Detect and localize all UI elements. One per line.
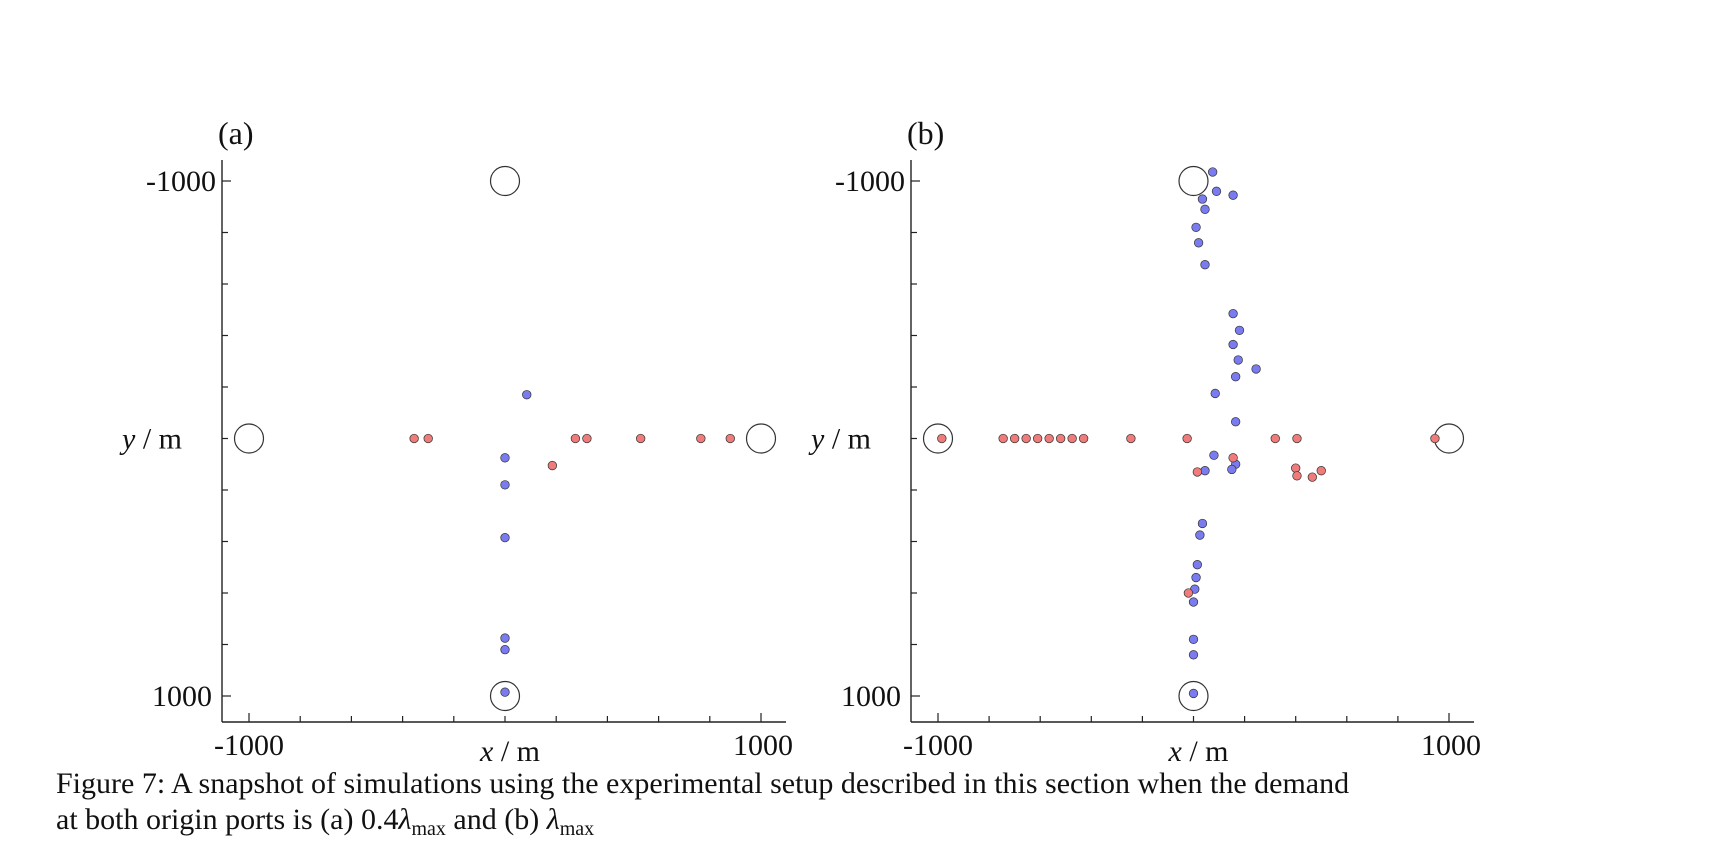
caption-lambda-a: λ [398, 803, 412, 836]
red-point [1192, 467, 1202, 477]
x-tick-label-left: -1000 [214, 729, 284, 762]
red-point [1055, 433, 1066, 444]
blue-point [500, 532, 510, 543]
x-tick-label-right: 1000 [1421, 729, 1481, 762]
red-point [1430, 433, 1440, 444]
y-tick-label-top: -1000 [835, 165, 905, 198]
caption-part-b: and (b) [445, 803, 547, 836]
blue-point [1192, 560, 1202, 570]
red-point [1067, 433, 1077, 444]
y-axis-label: y / m [119, 423, 182, 456]
red-point [1032, 433, 1043, 444]
blue-point [1191, 222, 1201, 233]
caption-sub-b: max [559, 818, 595, 840]
red-point [725, 433, 735, 444]
blue-point [1228, 308, 1238, 319]
x-tick-label-right: 1000 [733, 729, 793, 762]
red-point [1292, 471, 1302, 481]
caption-sub-a: max [411, 818, 446, 840]
figure-caption: Figure 7: A snapshot of simulations usin… [56, 766, 1696, 847]
red-point [696, 433, 706, 444]
red-point [1307, 472, 1317, 482]
port-circle [922, 423, 954, 454]
panel-label: (a) [218, 115, 254, 151]
red-point [1228, 453, 1238, 463]
red-point [1010, 433, 1020, 444]
x-axis-label: x / m [1168, 735, 1229, 768]
red-point [547, 460, 558, 471]
red-point [1182, 433, 1192, 444]
blue-point [1188, 597, 1199, 607]
port-circle [1178, 165, 1209, 197]
x-axis-label: x / m [479, 735, 540, 768]
port-circle [1178, 680, 1209, 712]
red-point [1078, 433, 1089, 444]
y-tick-label-bottom: 1000 [152, 680, 212, 713]
port-circle [745, 423, 777, 454]
caption-lambda-b: λ [546, 803, 560, 836]
red-point [636, 433, 646, 444]
blue-point [1228, 339, 1238, 350]
blue-point [1191, 572, 1201, 583]
blue-point [522, 390, 532, 400]
red-point [1183, 588, 1194, 598]
red-point [937, 433, 947, 444]
caption-line-2: at both origin ports is (a) 0.4λmax and … [56, 802, 1696, 847]
blue-point [1209, 450, 1219, 460]
blue-point [1193, 238, 1204, 248]
red-point [1021, 433, 1031, 444]
blue-point [500, 687, 510, 697]
red-point [423, 433, 433, 444]
caption-part-a: at both origin ports is (a) 0.4 [56, 803, 399, 836]
y-tick-label-top: -1000 [146, 165, 216, 198]
red-point [1291, 463, 1301, 473]
blue-point [1231, 417, 1241, 427]
red-point [1316, 466, 1326, 476]
port-circle [233, 423, 265, 454]
y-axis-label: y / m [808, 423, 871, 456]
blue-point [1200, 466, 1210, 476]
port-circle [489, 680, 521, 712]
blue-point [1231, 372, 1241, 382]
red-point [409, 433, 419, 444]
blue-point [1188, 634, 1199, 644]
blue-point [1251, 364, 1261, 374]
blue-point [1210, 388, 1220, 399]
blue-point [1211, 186, 1222, 196]
blue-point [1227, 464, 1237, 475]
red-point [582, 433, 592, 444]
blue-point [500, 453, 510, 463]
red-point [1044, 433, 1054, 444]
blue-point [500, 645, 510, 655]
blue-point [1197, 194, 1208, 204]
y-tick-label-bottom: 1000 [841, 680, 901, 713]
red-point [998, 433, 1008, 444]
blue-point [1208, 167, 1218, 177]
x-tick-label-left: -1000 [903, 729, 973, 762]
blue-point [1188, 650, 1199, 660]
caption-line-1: Figure 7: A snapshot of simulations usin… [56, 767, 1350, 800]
blue-point [1195, 530, 1205, 540]
blue-point [1228, 190, 1238, 200]
blue-point [1197, 518, 1208, 529]
panel-label: (b) [907, 115, 944, 151]
blue-point [1200, 204, 1210, 214]
blue-point [1233, 355, 1243, 365]
blue-point [500, 480, 510, 490]
blue-point [500, 633, 510, 643]
blue-point [1200, 260, 1210, 270]
red-point [1292, 433, 1302, 444]
red-point [1126, 433, 1136, 444]
port-circle [489, 165, 521, 197]
red-point [1270, 433, 1280, 444]
blue-point [1234, 325, 1245, 336]
blue-point [1188, 688, 1199, 699]
red-point [570, 433, 581, 444]
